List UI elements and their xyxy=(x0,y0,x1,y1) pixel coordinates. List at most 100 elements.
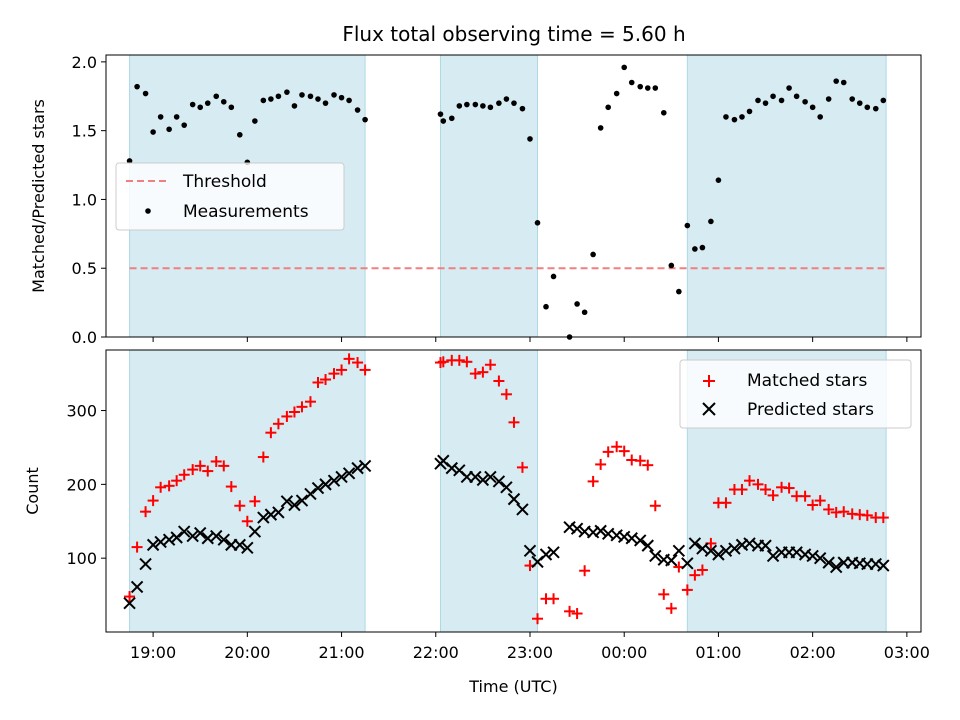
measurement-point xyxy=(503,96,510,102)
measurement-point xyxy=(166,126,172,133)
matched-star-point xyxy=(304,396,316,408)
matched-star-point xyxy=(272,418,284,430)
measurement-point xyxy=(590,251,596,258)
x-tick-label: 23:00 xyxy=(507,643,553,662)
measurement-point xyxy=(581,309,588,316)
predicted-star-point xyxy=(681,557,694,570)
predicted-star-point xyxy=(170,531,183,544)
legend-measurements-swatch xyxy=(145,208,151,214)
matched-star-point xyxy=(618,445,630,457)
measurement-point xyxy=(652,85,659,91)
matched-star-point xyxy=(477,366,489,378)
matched-star-point xyxy=(823,503,835,515)
matched-star-point xyxy=(602,446,614,458)
measurement-point xyxy=(307,93,314,100)
measurement-point xyxy=(487,104,494,111)
matched-star-point xyxy=(807,499,819,511)
matched-star-point xyxy=(564,605,576,617)
bottom-panel: 100 200 300 19:00 20:00 21:00 22:00 23:00 00:00… xyxy=(23,349,930,696)
measurement-point xyxy=(692,246,698,252)
predicted-star-point xyxy=(547,546,560,559)
predicted-star-point xyxy=(264,508,278,521)
measurement-point xyxy=(260,97,267,104)
matched-star-point xyxy=(234,500,246,512)
matched-star-point xyxy=(493,375,505,387)
predicted-star-point xyxy=(570,522,584,535)
bottom-legend-box xyxy=(679,359,912,429)
matched-star-point xyxy=(658,588,670,600)
x-tick-label: 20:00 xyxy=(224,643,270,662)
matched-star-point xyxy=(571,608,583,620)
observing-band xyxy=(439,349,539,633)
y-tick-label: 0.5 xyxy=(72,259,97,278)
matched-star-point xyxy=(131,541,143,553)
x-tick-label: 19:00 xyxy=(130,643,176,662)
measurement-point xyxy=(275,93,282,100)
measurement-point xyxy=(699,244,706,251)
matched-star-point xyxy=(736,484,748,496)
x-tick-label: 01:00 xyxy=(695,643,741,662)
measurement-point xyxy=(236,131,243,138)
measurement-point xyxy=(605,104,611,111)
measurement-point xyxy=(817,114,823,120)
matched-star-point xyxy=(469,368,481,380)
matched-star-point xyxy=(861,509,873,521)
predicted-star-point xyxy=(210,529,223,543)
legend-measurements-label: Measurements xyxy=(183,202,309,222)
measurement-point xyxy=(762,100,769,106)
predicted-star-point xyxy=(130,580,144,594)
y-tick-label: 300 xyxy=(66,402,97,421)
measurement-point xyxy=(802,98,808,105)
matched-star-point xyxy=(281,410,293,422)
matched-stars-points xyxy=(124,353,889,625)
y-tick-label: 1.5 xyxy=(72,122,97,141)
measurement-point xyxy=(362,116,368,123)
matched-star-point xyxy=(147,495,159,507)
predicted-star-point xyxy=(194,526,207,540)
predicted-star-point xyxy=(248,525,262,538)
predicted-star-point xyxy=(146,538,160,552)
matched-star-point xyxy=(642,459,654,471)
matched-star-point xyxy=(328,368,340,380)
predicted-star-point xyxy=(649,549,662,563)
bottom-x-ticks: 19:00 20:00 21:00 22:00 23:00 00:00 01:00 02:00… xyxy=(130,632,930,662)
predicted-star-point xyxy=(186,529,199,543)
predicted-star-point xyxy=(280,495,294,508)
measurement-point xyxy=(637,83,644,90)
measurement-point xyxy=(134,83,140,90)
matched-star-point xyxy=(744,475,756,487)
measurement-point xyxy=(126,158,133,164)
matched-star-point xyxy=(265,427,277,439)
predicted-star-point xyxy=(665,554,678,567)
bottom-y-axis-label: Count xyxy=(23,467,42,515)
measurement-point xyxy=(284,89,290,95)
matched-star-point xyxy=(634,455,646,467)
measurement-point xyxy=(150,129,156,135)
predicted-star-point xyxy=(445,461,458,475)
predicted-star-point xyxy=(806,549,819,563)
top-x-ticks xyxy=(152,337,908,342)
predicted-star-point xyxy=(672,544,686,558)
measurement-point xyxy=(204,100,211,106)
measurement-point xyxy=(291,103,298,109)
measurement-point xyxy=(840,79,847,86)
matched-star-point xyxy=(343,353,355,365)
predicted-star-point xyxy=(594,524,607,538)
predicted-star-point xyxy=(634,534,647,547)
measurement-point xyxy=(550,273,557,280)
measurement-point xyxy=(440,118,447,124)
x-axis-label: Time (UTC) xyxy=(468,677,557,696)
measurement-point xyxy=(872,105,879,112)
measurement-point xyxy=(181,122,188,128)
top-axes-frame xyxy=(105,54,922,338)
predicted-star-point xyxy=(327,474,341,487)
matched-star-point xyxy=(249,495,261,507)
predicted-star-point xyxy=(492,475,506,488)
predicted-star-point xyxy=(822,556,835,569)
predicted-star-point xyxy=(507,492,521,506)
matched-star-point xyxy=(288,406,300,418)
matched-star-point xyxy=(218,460,230,472)
predicted-star-point xyxy=(272,506,285,519)
legend-matched-swatch xyxy=(703,375,715,387)
